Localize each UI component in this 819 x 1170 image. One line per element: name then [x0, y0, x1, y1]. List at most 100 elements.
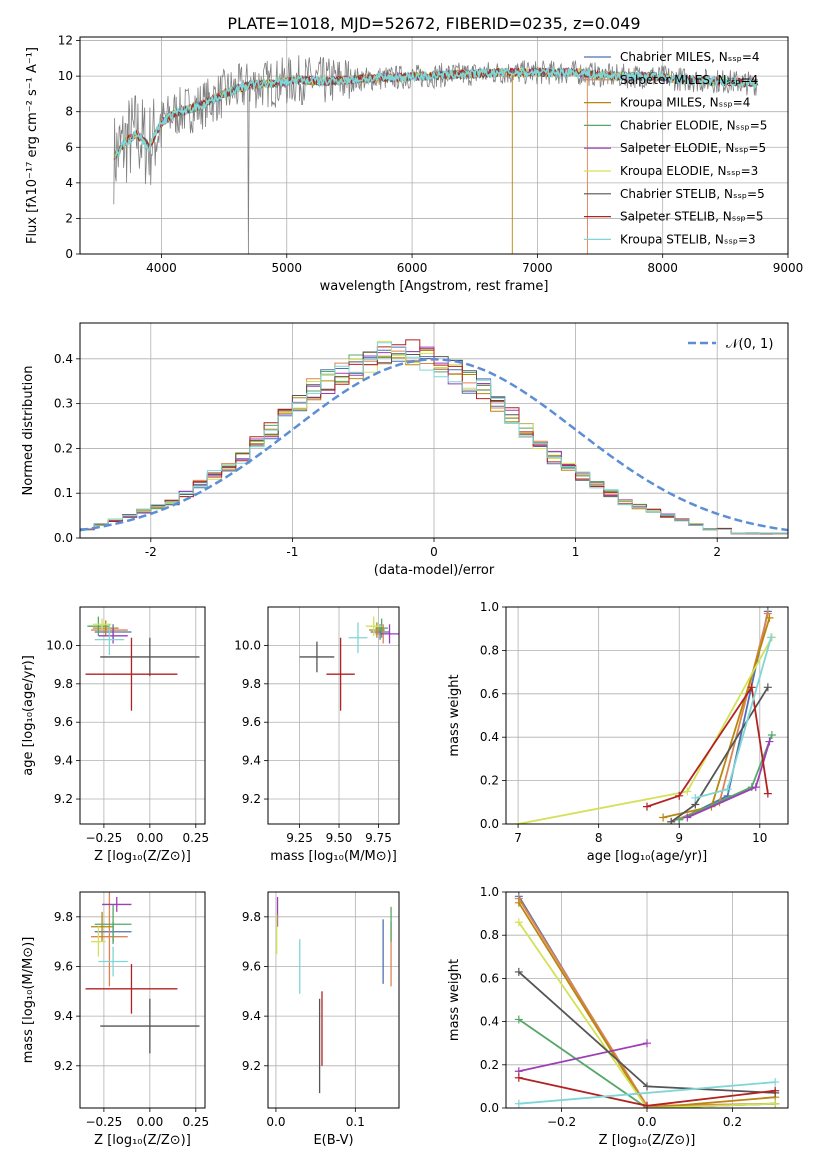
- y-tick-label: 0.0: [480, 1101, 499, 1115]
- series-marker: [767, 731, 776, 740]
- panel-spectrum: 4000 5000 6000 7000 8000 9000 0 2 4 6 8 10 12 wavelen…: [25, 34, 803, 294]
- y-tick-label: 0.1: [54, 486, 73, 500]
- x-tick-label: 0: [430, 545, 438, 559]
- y-tick-label: 0.3: [54, 397, 73, 411]
- series-marker: [643, 802, 651, 811]
- y-tick-label: 0.0: [480, 817, 499, 831]
- x-axis-label: Z [log₁₀(Z/Z⊙)]: [599, 1133, 696, 1148]
- legend-label-7: Chabrier STELIB, Nₛₛₚ=5: [620, 187, 765, 201]
- y-tick-label: 0.0: [54, 531, 73, 545]
- y-tick-label: 0: [65, 247, 73, 261]
- y-axis-label: Normed distribution: [21, 366, 36, 496]
- x-axis-label: age [log₁₀(age/yr)]: [587, 849, 708, 864]
- y-tick-label: 9.2: [242, 792, 261, 806]
- x-tick-label: 8000: [647, 261, 678, 275]
- panel-mass-vs-ebv: 0.0 0.1 9.2 9.4 9.6 9.8 E(B-V): [242, 891, 400, 1148]
- y-tick-label: 0.4: [480, 730, 499, 744]
- y-tick-label: 0.6: [480, 971, 499, 985]
- x-tick-label: 6000: [397, 261, 428, 275]
- y-tick-label: 9.2: [242, 1059, 261, 1073]
- plot-area: [299, 616, 399, 711]
- x-axis-label: E(B-V): [313, 1133, 353, 1148]
- series-marker: [675, 791, 684, 800]
- series-line-5: [518, 1042, 648, 1073]
- series-marker: [667, 817, 676, 824]
- y-tick-label: 9.2: [54, 1059, 73, 1073]
- legend-label-5: Salpeter ELODIE, Nₛₛₚ=5: [620, 141, 766, 155]
- series-marker: [514, 918, 523, 927]
- y-tick-label: 2: [65, 211, 73, 225]
- model-line-3: [113, 67, 513, 254]
- x-tick-label: 4000: [146, 261, 177, 275]
- y-tick-label: 0.6: [480, 687, 499, 701]
- legend-label-8: Salpeter STELIB, Nₛₛₚ=5: [620, 210, 764, 224]
- y-tick-label: 0.2: [480, 774, 499, 788]
- series-marker: [771, 1099, 780, 1108]
- x-tick-label: 1: [572, 545, 580, 559]
- plot-area: [85, 892, 200, 1054]
- series-marker: [643, 1039, 651, 1048]
- series-marker: [514, 1073, 523, 1082]
- x-tick-label: 2: [713, 545, 721, 559]
- series-marker: [767, 633, 776, 642]
- normal-curve: [80, 358, 788, 532]
- y-tick-label: 0.2: [480, 1058, 499, 1072]
- x-tick-label: 7000: [522, 261, 553, 275]
- x-tick-label: 0.25: [182, 831, 209, 845]
- x-tick-label: 0.0: [637, 1115, 656, 1129]
- series-marker: [643, 1082, 651, 1091]
- series-marker: [514, 1099, 523, 1108]
- panel-massweight-vs-age: 7 8 9 10 0.0 0.2 0.4 0.6 0.8 1.0 age [log₁₀(age/yr…: [447, 600, 789, 864]
- axes-frame: [79, 891, 206, 1109]
- panel-age-vs-Z: −0.25 0.00 0.25 9.2 9.4 9.6 9.8 10.0 Z [log₁₀(Z/…: [21, 606, 209, 864]
- histogram-9: [80, 342, 788, 535]
- y-tick-label: 0.4: [54, 352, 73, 366]
- y-tick-label: 9.6: [54, 715, 73, 729]
- y-tick-label: 0.8: [480, 643, 499, 657]
- x-tick-label: 7: [514, 831, 522, 845]
- axes-frame: [505, 606, 789, 825]
- y-tick-label: 0.2: [54, 441, 73, 455]
- series-marker: [763, 789, 772, 798]
- x-axis-label: (data-model)/error: [374, 563, 495, 578]
- x-tick-label: −0.25: [86, 1115, 123, 1129]
- series-marker: [771, 1086, 780, 1095]
- y-tick-label: 9.6: [242, 959, 261, 973]
- series-marker: [514, 1015, 523, 1024]
- y-tick-label: 9.8: [242, 677, 261, 691]
- series-marker: [683, 813, 692, 822]
- model-line-9: [115, 66, 759, 159]
- x-tick-label: 8: [595, 831, 603, 845]
- y-tick-label: 0.4: [480, 1015, 499, 1029]
- series-marker: [765, 737, 774, 746]
- y-tick-label: 12: [58, 34, 73, 48]
- axes-frame: [79, 322, 789, 539]
- plot-area: [514, 607, 776, 824]
- axes-frame: [505, 891, 789, 1109]
- series-marker: [514, 967, 523, 976]
- y-axis-label: mass weight: [447, 674, 462, 756]
- y-tick-label: 9.8: [54, 677, 73, 691]
- legend-label-9: Kroupa STELIB, Nₛₛₚ=3: [620, 232, 756, 246]
- y-tick-label: 6: [65, 140, 73, 154]
- series-line-6: [518, 921, 776, 1108]
- plot-area: [113, 55, 759, 254]
- legend-label-1: Chabrier MILES, Nₛₛₚ=4: [620, 50, 760, 64]
- y-axis-label: age [log₁₀(age/yr)]: [21, 655, 36, 776]
- plot-area: [85, 616, 200, 711]
- y-tick-label: 9.4: [54, 1009, 73, 1023]
- y-tick-label: 9.2: [54, 792, 73, 806]
- x-tick-label: 9: [675, 831, 683, 845]
- grid: [268, 892, 399, 1108]
- series-line-3: [518, 902, 776, 1108]
- y-axis-label: mass weight: [447, 959, 462, 1041]
- figure-title: PLATE=1018, MJD=52672, FIBERID=0235, z=0…: [227, 14, 640, 33]
- legend-label-4: Chabrier ELODIE, Nₛₛₚ=5: [620, 118, 767, 132]
- plot-area: [514, 892, 780, 1108]
- x-tick-label: 0.00: [136, 831, 163, 845]
- y-tick-label: 4: [65, 176, 73, 190]
- y-tick-label: 1.0: [480, 600, 499, 614]
- y-tick-label: 9.8: [242, 910, 261, 924]
- y-tick-label: 9.8: [54, 910, 73, 924]
- y-tick-label: 9.6: [242, 715, 261, 729]
